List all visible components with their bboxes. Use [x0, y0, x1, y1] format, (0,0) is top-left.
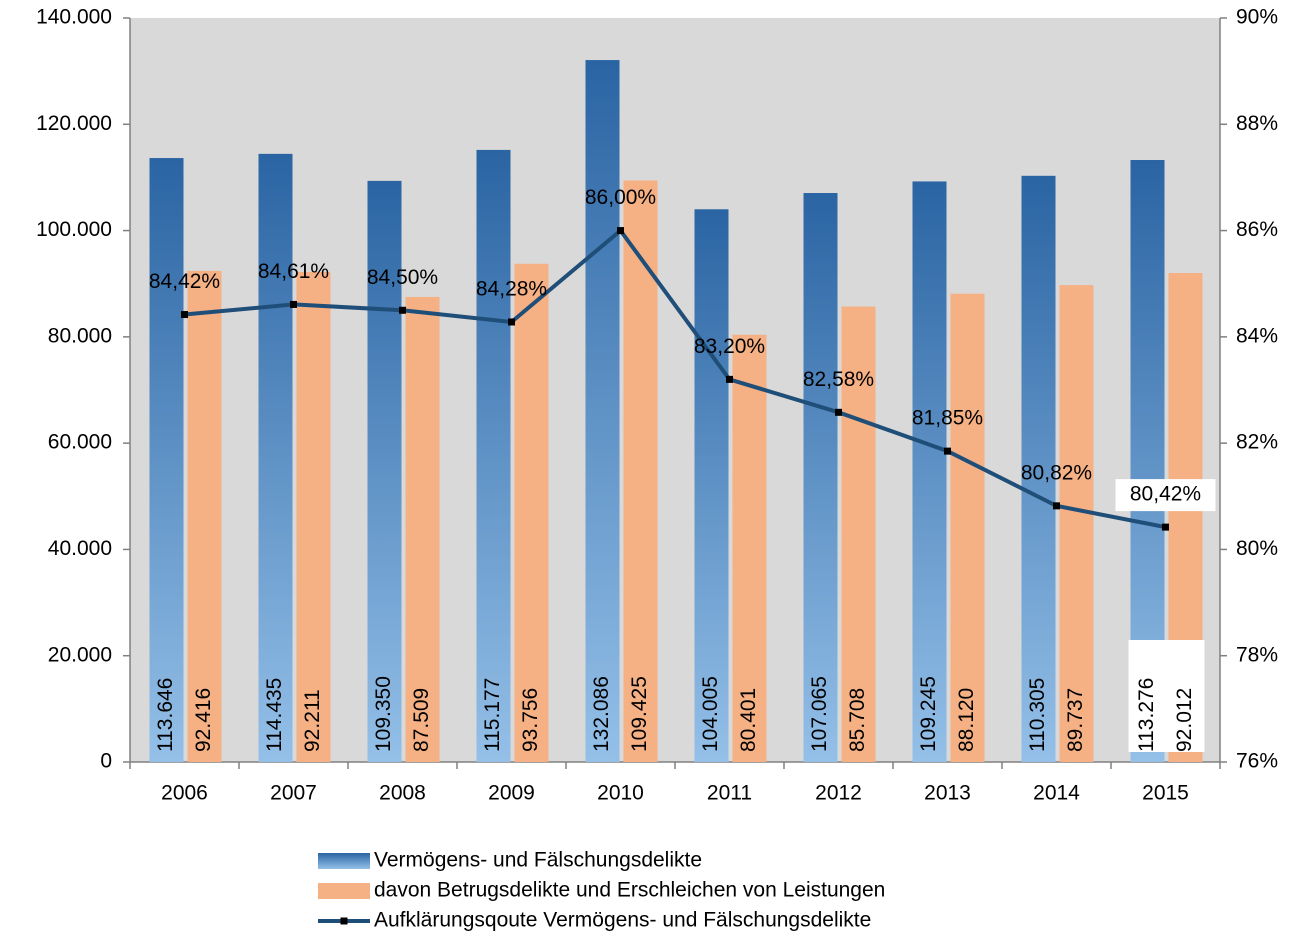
y-tick-label: 20.000 — [48, 643, 112, 666]
y2-tick-label: 78% — [1236, 643, 1278, 666]
bar — [187, 270, 222, 762]
line-marker — [944, 447, 951, 455]
label-box — [1128, 640, 1167, 752]
bar-value-label: 109.245 — [917, 676, 940, 752]
y-tick-label: 60.000 — [48, 431, 112, 454]
y2-tick-label: 76% — [1236, 750, 1278, 773]
bar-value-label: 132.086 — [590, 676, 613, 752]
line-value-label: 84,61% — [258, 260, 329, 283]
bar — [149, 158, 184, 763]
legend-swatch — [318, 853, 370, 869]
bar-value-label: 92.416 — [192, 688, 215, 752]
bar-value-label: 110.305 — [1026, 678, 1049, 752]
bar-value-label: 104.005 — [699, 676, 722, 752]
bar — [367, 180, 402, 762]
x-tick-label: 2008 — [379, 782, 426, 805]
x-tick-label: 2015 — [1142, 782, 1189, 805]
x-tick-label: 2010 — [597, 782, 644, 805]
bar — [514, 263, 549, 762]
label-box — [1166, 640, 1205, 752]
bar-value-label: 115.177 — [481, 678, 504, 752]
y-tick-label: 120.000 — [36, 112, 112, 135]
y2-tick-label: 88% — [1236, 112, 1278, 135]
line-value-label: 81,85% — [912, 407, 983, 430]
bar-value-label: 87.509 — [410, 688, 433, 752]
line-marker — [726, 375, 733, 383]
line-value-label: 84,50% — [367, 266, 438, 289]
line-value-label: 80,42% — [1130, 483, 1201, 506]
y2-tick-label: 90% — [1236, 6, 1278, 29]
bar-value-label: 89.737 — [1064, 688, 1087, 752]
line-marker — [508, 318, 515, 326]
bar-value-label: 93.756 — [519, 688, 542, 752]
x-tick-label: 2009 — [488, 782, 535, 805]
line — [184, 227, 1166, 530]
bar-value-label: 114.435 — [263, 678, 286, 752]
bar — [1021, 175, 1056, 762]
bar-value-label: 109.350 — [372, 676, 395, 752]
line-value-label: 80,82% — [1021, 461, 1092, 484]
line-marker — [399, 306, 406, 314]
legend-marker — [340, 917, 348, 925]
y2-tick-label: 84% — [1236, 324, 1278, 347]
legend-label: Vermögens- und Fälschungsdelikte — [374, 849, 702, 872]
legend-label: Aufklärungsqoute Vermögens- und Fälschun… — [374, 909, 871, 932]
x-tick-label: 2006 — [161, 782, 208, 805]
x-tick-label: 2007 — [270, 782, 317, 805]
y-tick-label: 80.000 — [48, 324, 112, 347]
bar-value-label: 107.065 — [808, 676, 831, 752]
y-tick-label: 100.000 — [36, 218, 112, 241]
label-box — [1115, 479, 1216, 512]
line-value-label: 84,42% — [149, 270, 220, 293]
x-tick-label: 2013 — [924, 782, 971, 805]
bar — [258, 153, 293, 762]
line-marker — [617, 227, 624, 235]
line-marker — [1053, 502, 1060, 510]
x-tick-label: 2011 — [707, 782, 752, 805]
legend-label: davon Betrugsdelikte und Erschleichen vo… — [374, 879, 885, 902]
y-tick-label: 140.000 — [36, 6, 112, 29]
y2-tick-label: 86% — [1236, 218, 1278, 241]
bar — [732, 334, 767, 762]
bar-value-label: 92.211 — [301, 689, 324, 752]
bar — [841, 306, 876, 762]
bar — [405, 296, 440, 762]
bar — [803, 193, 838, 762]
bar-value-label: 88.120 — [955, 688, 978, 752]
bar — [1059, 285, 1094, 762]
bar — [623, 180, 658, 763]
legend-swatch — [318, 883, 370, 899]
line-marker — [835, 408, 842, 416]
y2-tick-label: 82% — [1236, 431, 1278, 454]
bar-value-label: 92.012 — [1173, 688, 1196, 752]
plot-area — [130, 18, 1220, 762]
bar — [585, 60, 620, 763]
x-tick-label: 2014 — [1033, 782, 1080, 805]
bar — [296, 271, 331, 762]
bar-value-label: 85.708 — [846, 688, 869, 752]
line-value-label: 82,58% — [803, 368, 874, 391]
bar-value-label: 113.646 — [154, 678, 177, 752]
bar-value-label: 109.425 — [628, 676, 651, 752]
bar — [476, 149, 511, 763]
line-marker — [1162, 523, 1169, 531]
line-value-label: 84,28% — [476, 278, 547, 301]
y-tick-label: 40.000 — [48, 537, 112, 560]
line-marker — [290, 300, 297, 308]
line-value-label: 83,20% — [694, 335, 765, 358]
x-tick-label: 2012 — [815, 782, 862, 805]
bar — [694, 209, 729, 762]
bar — [912, 181, 947, 762]
bar-value-label: 80.401 — [737, 688, 760, 752]
y2-tick-label: 80% — [1236, 537, 1278, 560]
line-value-label: 86,00% — [585, 186, 656, 209]
line-marker — [181, 311, 188, 319]
bar-value-label: 113.276 — [1135, 678, 1158, 752]
y-tick-label: 0 — [100, 750, 112, 773]
bar — [950, 293, 985, 762]
